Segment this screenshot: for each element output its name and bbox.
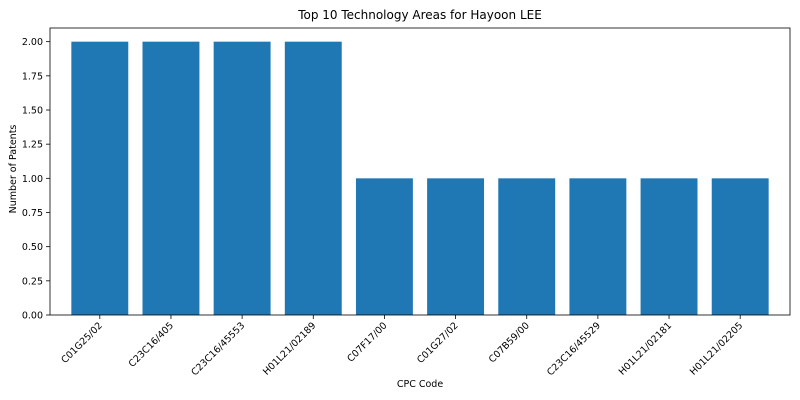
y-tick-label: 1.00 [22, 174, 43, 185]
y-tick-label: 0.50 [22, 242, 43, 253]
x-tick-label: C23C16/45553 [189, 320, 247, 378]
y-tick-label: 0.00 [22, 311, 43, 322]
bar-1 [71, 42, 128, 315]
bars-group [71, 42, 768, 315]
x-axis-label: CPC Code [397, 379, 443, 390]
chart-title: Top 10 Technology Areas for Hayoon LEE [297, 8, 542, 22]
x-tick-label: H01L21/02189 [261, 320, 318, 377]
bar-7 [498, 178, 555, 315]
x-tick-label: C01G25/02 [59, 320, 105, 366]
y-tick-label: 1.75 [22, 71, 43, 82]
bar-5 [356, 178, 413, 315]
bar-3 [214, 42, 271, 315]
bar-9 [641, 178, 698, 315]
bar-8 [569, 178, 626, 315]
y-tick-label: 0.25 [22, 276, 43, 287]
x-tick-label: C01G27/02 [415, 320, 461, 366]
x-tick-label: C23C16/45529 [545, 320, 603, 378]
y-tick-label: 0.75 [22, 208, 43, 219]
y-tick-label: 1.25 [22, 140, 43, 151]
y-axis-label: Number of Patents [8, 125, 19, 214]
bar-2 [143, 42, 200, 315]
x-axis: C01G25/02C23C16/405C23C16/45553H01L21/02… [59, 315, 745, 378]
x-tick-label: C07B59/00 [487, 320, 532, 365]
bar-10 [712, 178, 769, 315]
bar-6 [427, 178, 484, 315]
bar-4 [285, 42, 342, 315]
y-tick-label: 2.00 [22, 37, 43, 48]
x-tick-label: H01L21/02181 [617, 320, 674, 377]
x-tick-label: C23C16/405 [127, 320, 176, 369]
y-axis: 0.00 0.25 0.50 0.75 1.00 1.25 1.50 1.75 2.00 [22, 37, 50, 321]
x-tick-label: H01L21/02205 [688, 320, 745, 377]
y-tick-label: 1.50 [22, 106, 43, 117]
x-tick-label: C07F17/00 [345, 320, 389, 364]
